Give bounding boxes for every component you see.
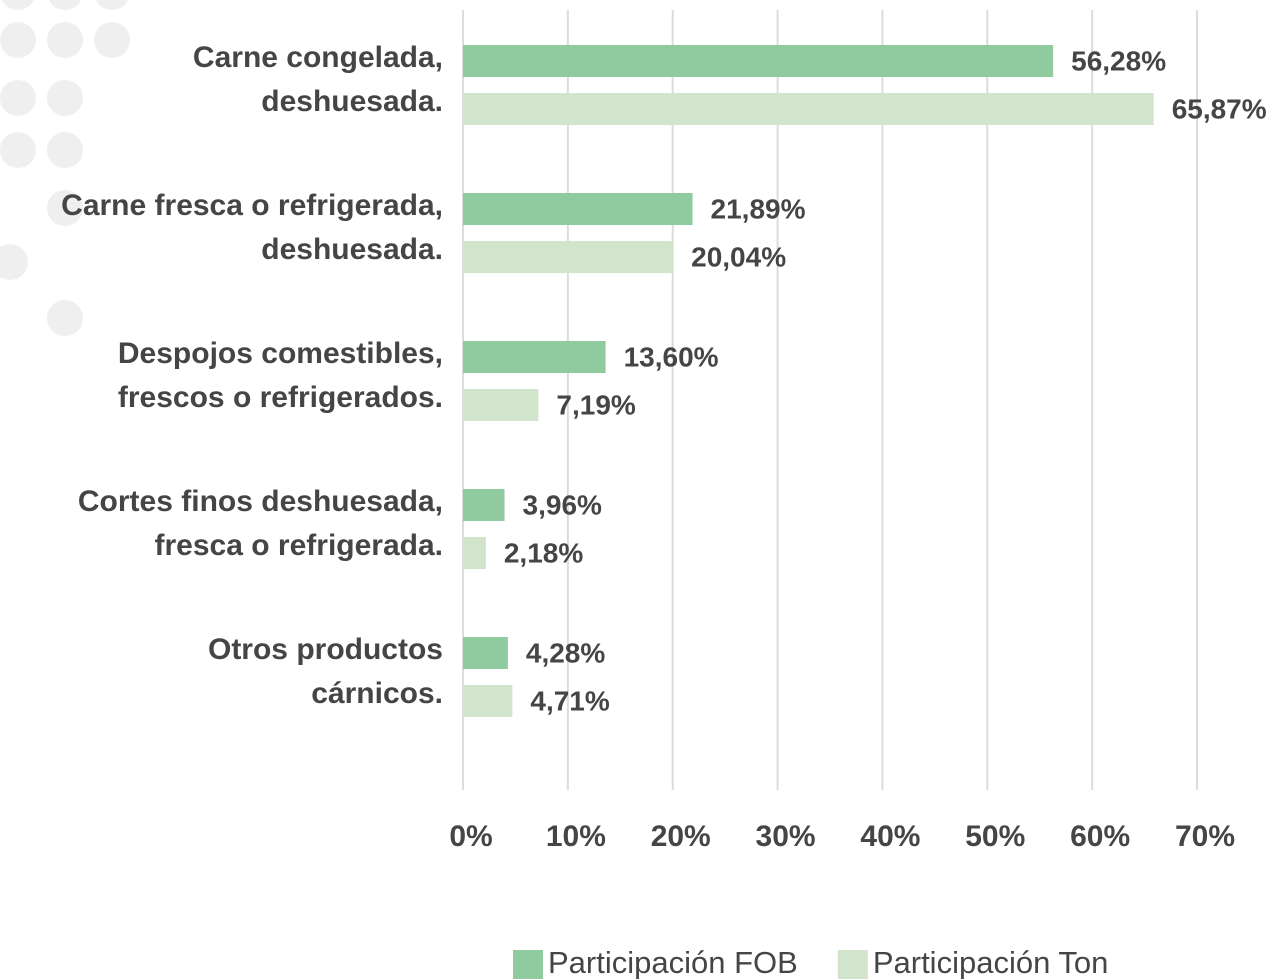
category-label: Carne congelada,	[193, 41, 443, 74]
category-label: fresca o refrigerada.	[155, 529, 443, 562]
category-label: cárnicos.	[311, 677, 443, 710]
category-label: Otros productos	[208, 633, 443, 666]
category-label: deshuesada.	[261, 85, 443, 118]
value-label: 56,28%	[1071, 45, 1166, 76]
bar	[463, 193, 693, 225]
value-label: 4,28%	[526, 637, 605, 668]
category-label: frescos o refrigerados.	[118, 381, 443, 414]
x-tick-label: 20%	[651, 820, 711, 853]
x-tick-label: 50%	[965, 820, 1025, 853]
value-label: 2,18%	[504, 537, 583, 568]
x-tick-label: 60%	[1070, 820, 1130, 853]
value-label: 7,19%	[556, 389, 635, 420]
category-label: Carne fresca o refrigerada,	[61, 189, 443, 222]
bar	[463, 241, 674, 273]
x-tick-label: 30%	[756, 820, 816, 853]
value-label: 13,60%	[624, 341, 719, 372]
value-label: 4,71%	[530, 685, 609, 716]
bar	[463, 389, 539, 421]
bar	[463, 637, 508, 669]
legend-label: Participación Ton	[873, 945, 1109, 979]
x-tick-label: 10%	[546, 820, 606, 853]
category-label: Despojos comestibles,	[118, 337, 443, 370]
legend-swatch	[513, 950, 543, 979]
x-tick-label: 0%	[449, 820, 492, 853]
category-label: Cortes finos deshuesada,	[78, 485, 443, 518]
legend-label: Participación FOB	[548, 945, 798, 979]
bar	[463, 685, 513, 717]
bar	[463, 93, 1154, 125]
category-label: deshuesada.	[261, 233, 443, 266]
value-label: 3,96%	[523, 489, 602, 520]
value-label: 65,87%	[1172, 93, 1267, 124]
value-label: 20,04%	[691, 241, 786, 272]
bar	[463, 537, 486, 569]
decoration	[0, 0, 130, 336]
bar	[463, 489, 505, 521]
x-tick-label: 70%	[1175, 820, 1235, 853]
x-tick-label: 40%	[860, 820, 920, 853]
legend-swatch	[837, 950, 868, 979]
bar	[463, 45, 1054, 77]
bar	[463, 341, 606, 373]
value-label: 21,89%	[711, 193, 806, 224]
